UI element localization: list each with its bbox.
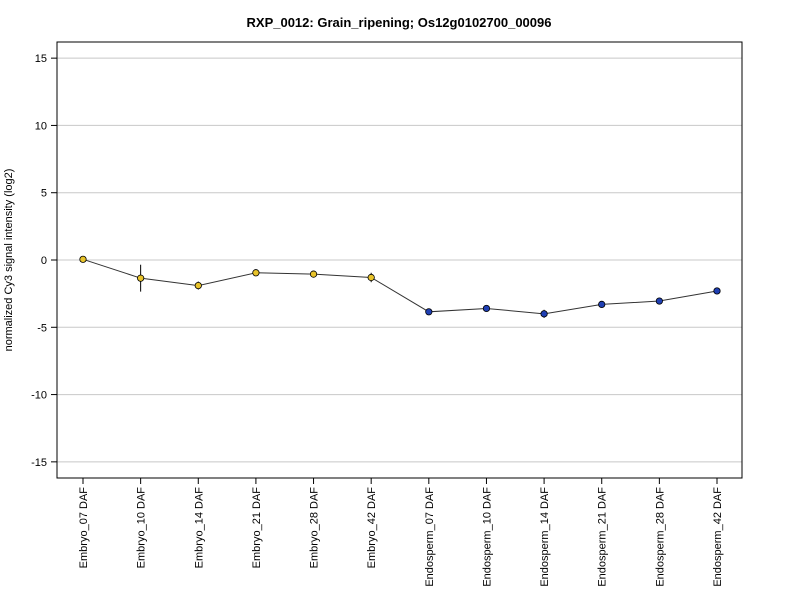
x-tick-label: Endosperm_42 DAF (712, 487, 724, 587)
series-line (82, 258, 718, 315)
x-tick-label: Endosperm_28 DAF (654, 487, 666, 587)
x-tick-label: Endosperm_07 DAF (424, 487, 436, 587)
x-tick-label: Embryo_21 DAF (251, 487, 263, 569)
data-point (598, 300, 606, 309)
x-tick-label: Embryo_14 DAF (193, 487, 205, 569)
data-point (137, 274, 145, 282)
data-point (482, 304, 491, 313)
data-point (79, 255, 87, 263)
x-tick-label: Embryo_07 DAF (78, 487, 90, 569)
grid-lines (57, 57, 742, 463)
data-point (425, 308, 433, 316)
data-point (309, 270, 318, 278)
y-tick-label: 5 (41, 188, 47, 200)
x-tick-label: Endosperm_21 DAF (597, 487, 609, 587)
data-point (194, 281, 202, 290)
y-axis: 15 10 5 0 -5 -10 -15 (31, 53, 57, 469)
data-point (713, 287, 721, 295)
chart-title: RXP_0012: Grain_ripening; Os12g0102700_0… (247, 15, 552, 30)
x-tick-label: Endosperm_14 DAF (539, 487, 551, 587)
series (79, 255, 721, 318)
data-point (252, 269, 260, 277)
x-tick-label: Embryo_42 DAF (366, 487, 378, 569)
x-tick-label: Embryo_28 DAF (309, 487, 321, 569)
y-tick-label: 0 (41, 255, 47, 267)
data-point (540, 310, 548, 318)
data-point (655, 297, 663, 305)
y-tick-label: -5 (37, 322, 47, 334)
data-point (367, 273, 375, 282)
x-tick-label: Embryo_10 DAF (136, 487, 148, 569)
y-tick-label: -15 (31, 457, 47, 469)
y-tick-label: 15 (35, 53, 47, 65)
y-tick-label: 10 (35, 120, 47, 132)
y-tick-label: -10 (31, 390, 47, 402)
x-axis: Embryo_07 DAF Embryo_10 DAF Embryo_14 DAF E… (78, 478, 724, 587)
x-tick-label: Endosperm_10 DAF (481, 487, 493, 587)
y-axis-label: normalized Cy3 signal intensity (log2) (3, 169, 15, 352)
